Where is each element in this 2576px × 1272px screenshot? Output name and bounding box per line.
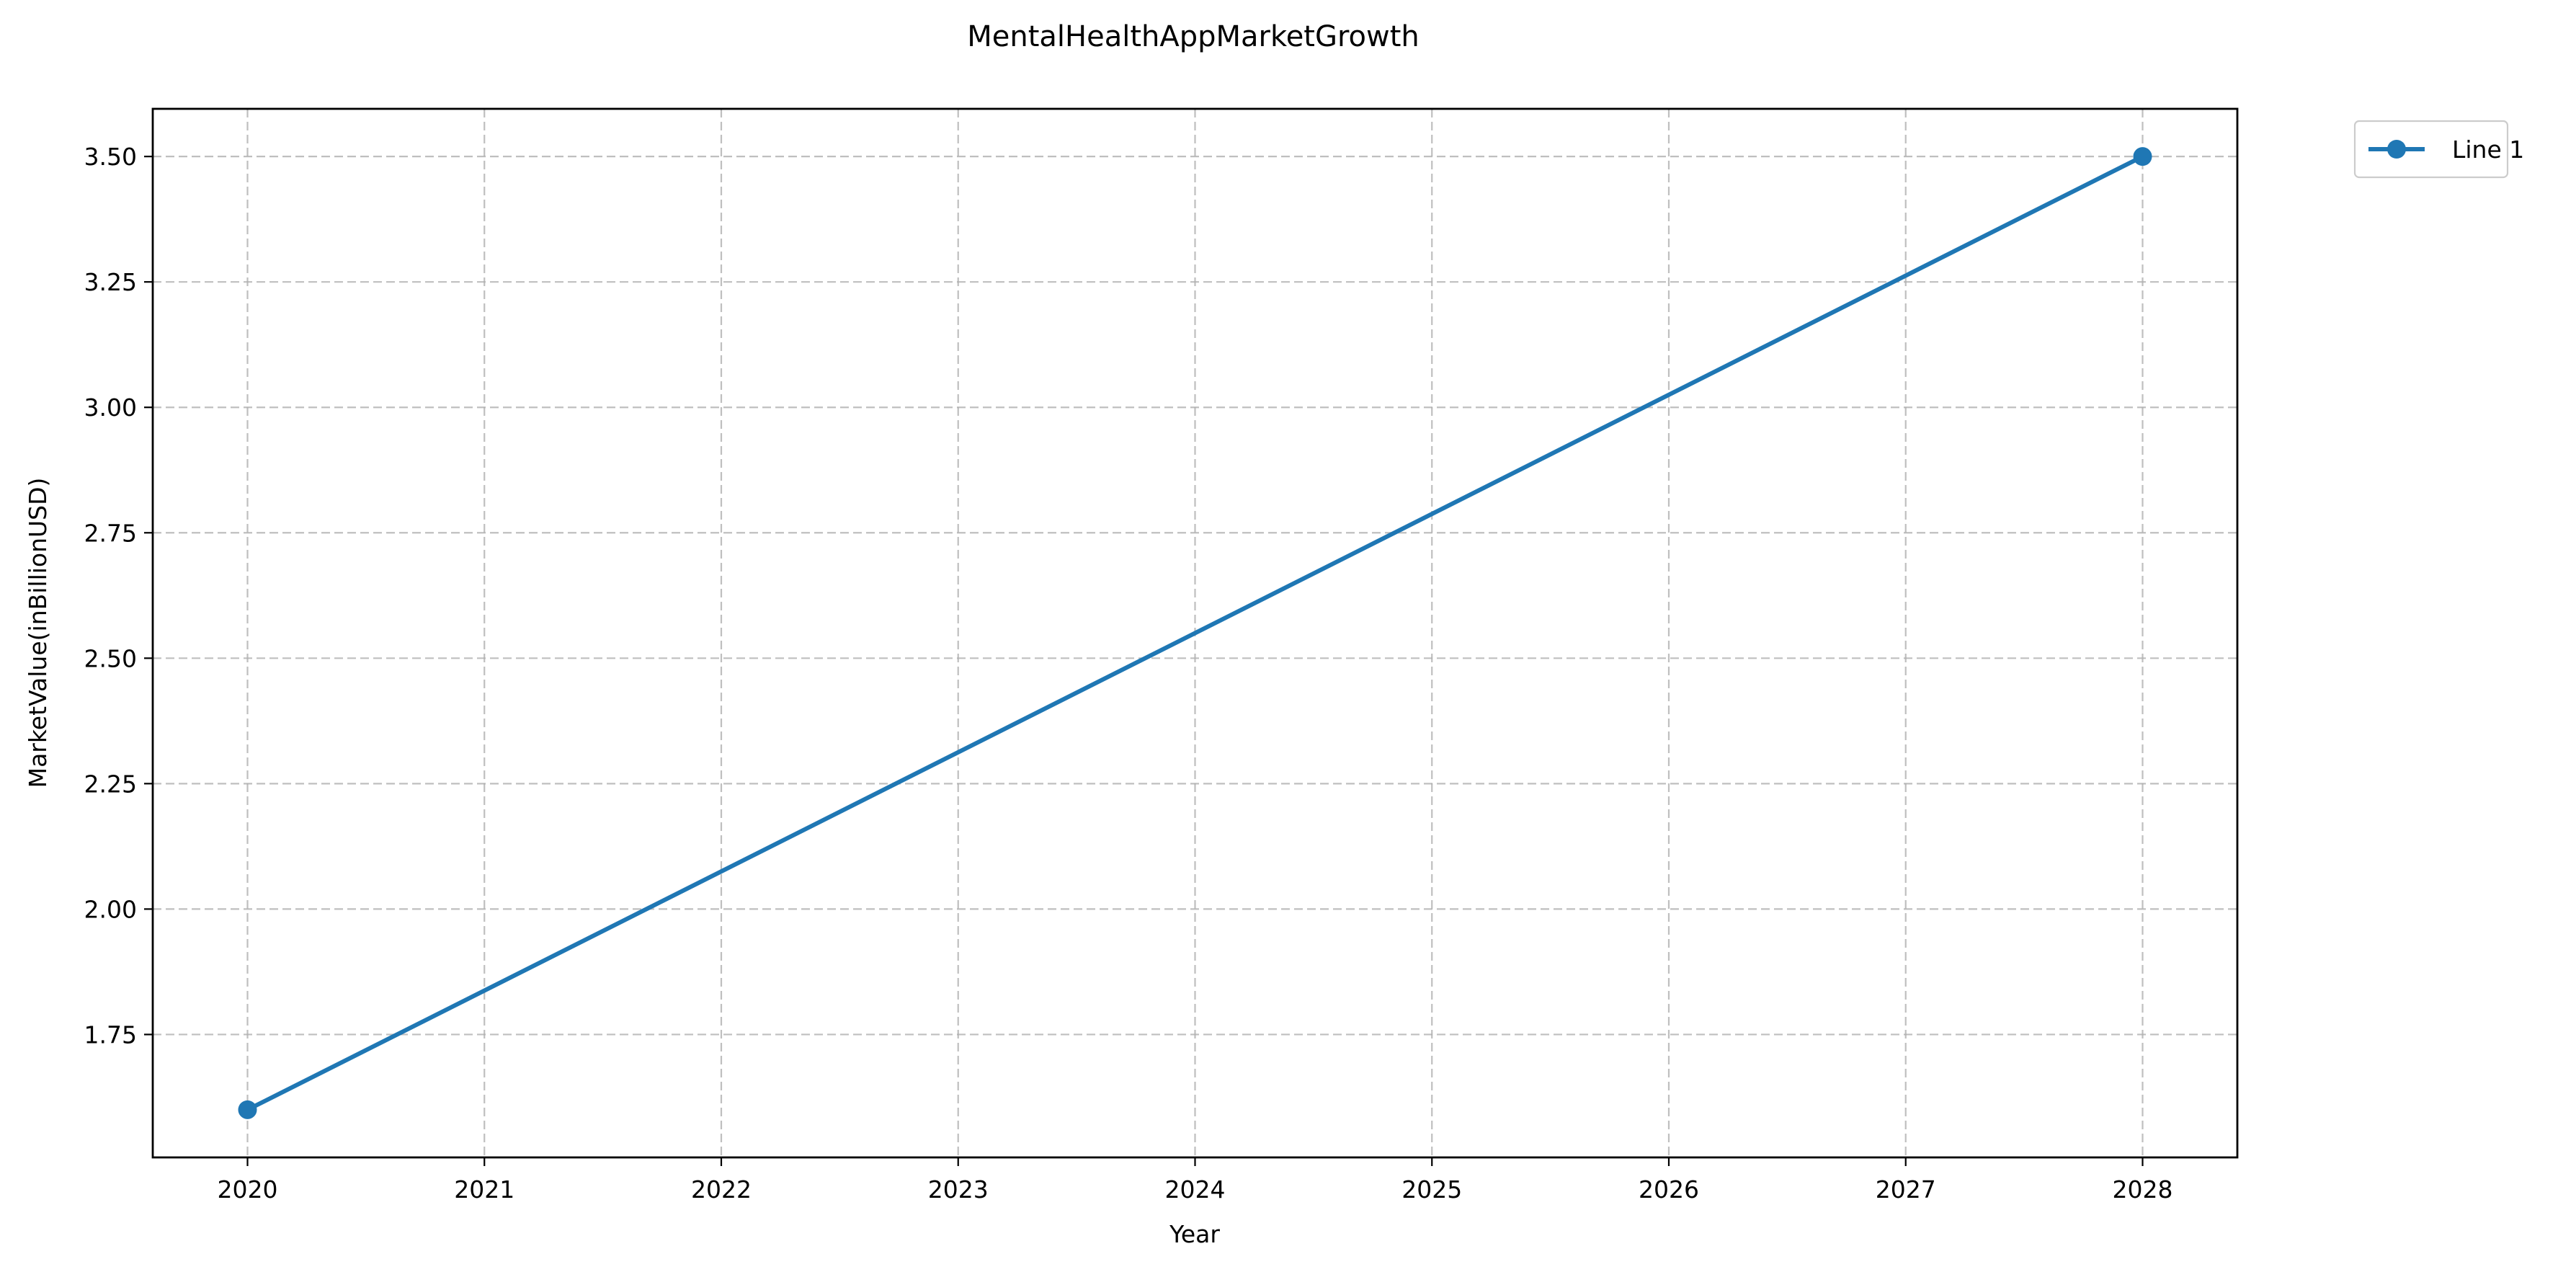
chart-title: MentalHealthAppMarketGrowth [967, 20, 1420, 53]
y-tick-label: 2.75 [84, 519, 137, 547]
legend-box [2353, 120, 2509, 179]
series-layer [238, 147, 2152, 1119]
x-tick-label: 2021 [454, 1175, 514, 1204]
y-tick-label: 2.50 [84, 644, 137, 672]
legend-marker-swatch [2387, 140, 2406, 159]
y-tick-label: 2.25 [84, 770, 137, 798]
plot-area-frame [151, 107, 2239, 1159]
x-tick-label: 2022 [691, 1175, 752, 1204]
y-axis-ticks: 1.75 2.00 2.25 2.50 2.75 3.00 3.25 3.50 [84, 143, 153, 1049]
series-line [245, 154, 2145, 1112]
x-tick-label: 2028 [2113, 1175, 2173, 1204]
x-tick-label: 2024 [1165, 1175, 1226, 1204]
legend-label-line-1: Line 1 [2452, 135, 2524, 164]
x-tick-label: 2020 [218, 1175, 278, 1204]
y-tick-label: 3.00 [84, 393, 137, 422]
x-tick-label: 2025 [1401, 1175, 1462, 1204]
y-tick-label: 1.75 [84, 1020, 137, 1049]
x-axis-ticks: 2020 2021 2022 2023 2024 2025 2026 2027 2028 [218, 1157, 2173, 1204]
x-tick-label: 2027 [1876, 1175, 1936, 1204]
x-tick-label: 2023 [928, 1175, 989, 1204]
y-tick-label: 3.50 [84, 143, 137, 171]
x-axis-label: Year [1169, 1220, 1220, 1248]
legend: Line 1 [2353, 120, 2524, 179]
x-tick-label: 2026 [1639, 1175, 1699, 1204]
y-tick-label: 3.25 [84, 268, 137, 296]
y-tick-label: 2.00 [84, 895, 137, 923]
data-point-marker [2133, 147, 2152, 166]
y-axis-label: MarketValue(inBillionUSD) [24, 478, 52, 788]
data-point-marker [238, 1100, 257, 1119]
